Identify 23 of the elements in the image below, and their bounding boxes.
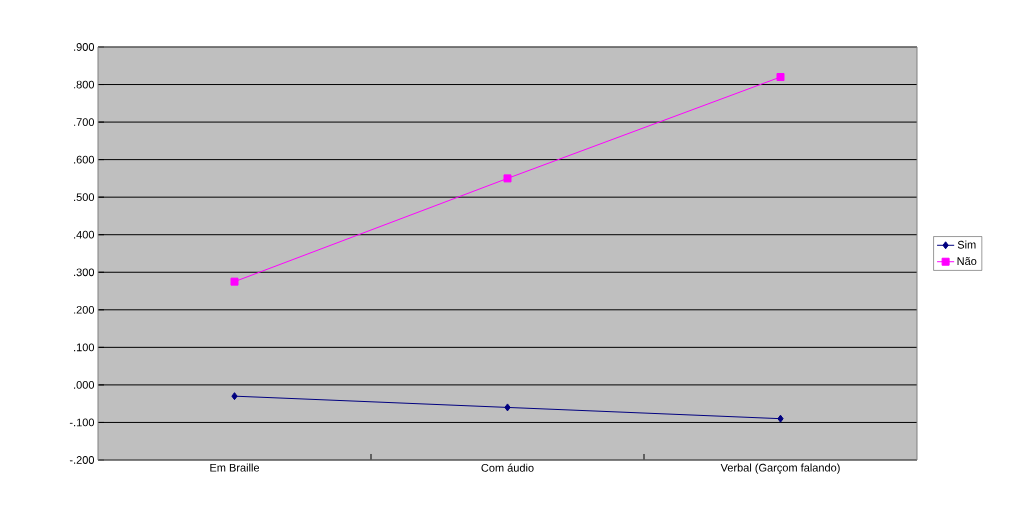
point (231, 392, 238, 401)
x-tick-label: Em Braille (210, 463, 260, 472)
point (776, 73, 785, 82)
y-tick-label: .100 (74, 343, 95, 352)
y-tick-label: -.200 (69, 456, 95, 464)
y-tick-label: .700 (74, 118, 95, 126)
y-tick-label: .200 (74, 305, 95, 314)
y-tick-label: .600 (74, 155, 95, 164)
y-tick-label: -.100 (69, 418, 95, 427)
y-tick-label: .800 (74, 80, 95, 89)
y-tick-label: .500 (74, 193, 95, 202)
x-tick-label: Com áudio (481, 463, 534, 472)
point (777, 414, 784, 423)
y-tick-label: .900 (74, 43, 95, 51)
y-tick-label: .000 (74, 381, 95, 389)
y-tick-label: .300 (74, 268, 95, 277)
point (503, 174, 512, 183)
legend-label: Sim (957, 240, 976, 249)
x-tick-label: Verbal (Garçom falando) (720, 463, 840, 474)
y-tick-label: .400 (74, 230, 95, 239)
point (504, 403, 511, 412)
point (230, 277, 239, 286)
legend-label: Não (957, 257, 977, 266)
